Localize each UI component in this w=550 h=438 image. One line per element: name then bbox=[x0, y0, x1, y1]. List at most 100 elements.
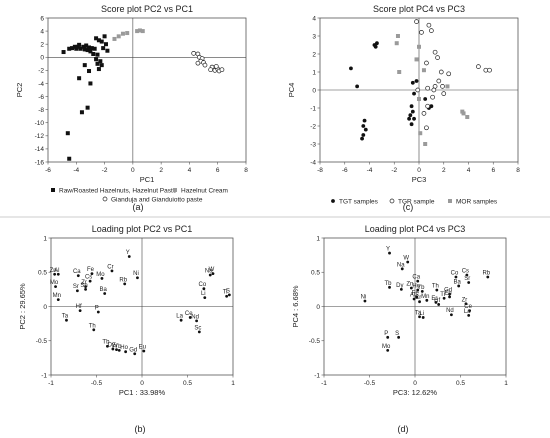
data-point bbox=[397, 70, 402, 74]
y-tick-label: -2 bbox=[310, 123, 316, 130]
loading-point bbox=[115, 348, 118, 352]
loading-label: P bbox=[95, 305, 99, 311]
data-point bbox=[446, 71, 452, 77]
data-point bbox=[441, 91, 447, 96]
y-tick-label: -8 bbox=[38, 107, 44, 114]
legend-a: Raw/Roasted Hazelnuts, Hazelnut Paste Haz… bbox=[51, 187, 228, 203]
data-point bbox=[79, 110, 84, 115]
loading-label: Al bbox=[54, 268, 59, 274]
data-point bbox=[440, 84, 445, 89]
y-tick-label: -1 bbox=[314, 372, 320, 379]
y-tick-label: 2 bbox=[312, 51, 316, 58]
loading-label: Ta bbox=[62, 314, 69, 320]
x-tick-label: 4 bbox=[467, 167, 471, 174]
data-point bbox=[87, 69, 92, 74]
loading-point bbox=[123, 282, 127, 286]
loading-label: Ca bbox=[412, 275, 420, 281]
data-point bbox=[373, 44, 378, 49]
loading-label: Ca bbox=[73, 269, 81, 275]
data-point bbox=[135, 29, 140, 34]
x-tick-label: -6 bbox=[45, 167, 51, 174]
legend-label: Hazelnut Cream bbox=[181, 187, 228, 194]
loading-point bbox=[434, 300, 438, 304]
loading-point bbox=[110, 269, 114, 273]
data-point bbox=[82, 63, 87, 68]
loading-label: Ce bbox=[185, 311, 193, 317]
data-point bbox=[87, 45, 92, 50]
data-point bbox=[412, 91, 416, 96]
loading-label: Nd bbox=[446, 308, 454, 314]
data-point bbox=[438, 69, 444, 75]
loading-label: Th bbox=[89, 323, 96, 329]
loading-label: Gd bbox=[129, 347, 137, 353]
loading-point bbox=[75, 289, 79, 293]
loading-label: Sr bbox=[73, 284, 79, 290]
loading-point bbox=[90, 272, 94, 276]
data-point bbox=[414, 57, 419, 62]
loading-point bbox=[84, 287, 87, 291]
data-point bbox=[361, 124, 366, 128]
loading-label: Tb bbox=[385, 281, 393, 287]
loading-point bbox=[420, 290, 424, 293]
legend-label: Raw/Roasted Hazelnuts, Hazelnut Paste bbox=[59, 187, 177, 194]
legend-marker bbox=[448, 199, 452, 203]
chart-panel-1: Score plot PC2 vs PC1 -6 -4 -2 0 2 4 6 8 -16 -14 -1… bbox=[15, 4, 248, 212]
loading-point bbox=[454, 275, 458, 279]
data-point bbox=[394, 41, 399, 46]
loading-label: Cs bbox=[462, 268, 469, 274]
loading-point bbox=[195, 319, 199, 323]
data-point bbox=[208, 67, 213, 73]
data-point bbox=[61, 50, 66, 55]
loading-label: Fe bbox=[412, 290, 420, 296]
x-tick-label: -2 bbox=[391, 167, 397, 174]
loading-point bbox=[425, 298, 429, 302]
data-point bbox=[414, 79, 419, 83]
loading-point bbox=[202, 287, 206, 291]
y-axis-label: PC4 bbox=[287, 83, 296, 98]
loading-point bbox=[442, 296, 446, 300]
loading-point bbox=[465, 273, 469, 277]
data-point bbox=[395, 34, 400, 38]
x-tick-label: -8 bbox=[317, 167, 323, 174]
data-point bbox=[202, 62, 208, 68]
x-tick-label: 8 bbox=[244, 167, 248, 174]
x-tick-label: 0.5 bbox=[183, 380, 192, 387]
x-tick-label: -4 bbox=[367, 167, 373, 174]
data-point bbox=[409, 122, 414, 127]
loading-point bbox=[117, 348, 121, 352]
loading-label: Fe bbox=[87, 267, 95, 273]
y-axis-label: PC2 bbox=[15, 83, 24, 98]
panel-caption: (d) bbox=[398, 424, 409, 434]
loading-point bbox=[464, 302, 468, 306]
y-tick-label: 0 bbox=[43, 304, 47, 311]
chart-panel-3: Loading plot PC2 vs PC1 -1 -0.5 0 0.5 1 -1 -0.5… bbox=[18, 224, 235, 434]
loading-label: Y bbox=[126, 250, 130, 256]
data-point bbox=[360, 136, 364, 141]
data-point bbox=[407, 116, 411, 121]
data-point bbox=[112, 36, 117, 41]
y-tick-label: 1 bbox=[312, 69, 316, 76]
series-2 bbox=[414, 19, 492, 131]
data-point bbox=[363, 127, 368, 132]
x-tick-label: -0.5 bbox=[91, 380, 103, 387]
y-tick-label: -10 bbox=[35, 120, 45, 127]
loading-point bbox=[84, 285, 87, 289]
loading-label: Ce bbox=[464, 304, 472, 310]
x-tick-label: -1 bbox=[48, 380, 54, 387]
loading-point bbox=[400, 267, 404, 271]
loading-point bbox=[56, 298, 60, 302]
data-point bbox=[445, 84, 450, 89]
data-point bbox=[103, 42, 108, 47]
x-tick-label: -4 bbox=[73, 167, 79, 174]
chart-title: Score plot PC2 vs PC1 bbox=[101, 4, 193, 14]
loading-label: Mo bbox=[382, 344, 391, 350]
loading-point bbox=[416, 288, 420, 292]
legend-label: TGT samples bbox=[339, 198, 379, 205]
data-point bbox=[84, 43, 89, 48]
data-point bbox=[140, 29, 145, 34]
legend-label: Gianduja and Gianduiotto paste bbox=[111, 196, 203, 203]
y-tick-label: 0.5 bbox=[38, 270, 47, 277]
data-point bbox=[432, 49, 438, 55]
legend-c: TGT samples TGR sample MOR samples bbox=[331, 198, 498, 205]
data-point bbox=[219, 67, 225, 73]
